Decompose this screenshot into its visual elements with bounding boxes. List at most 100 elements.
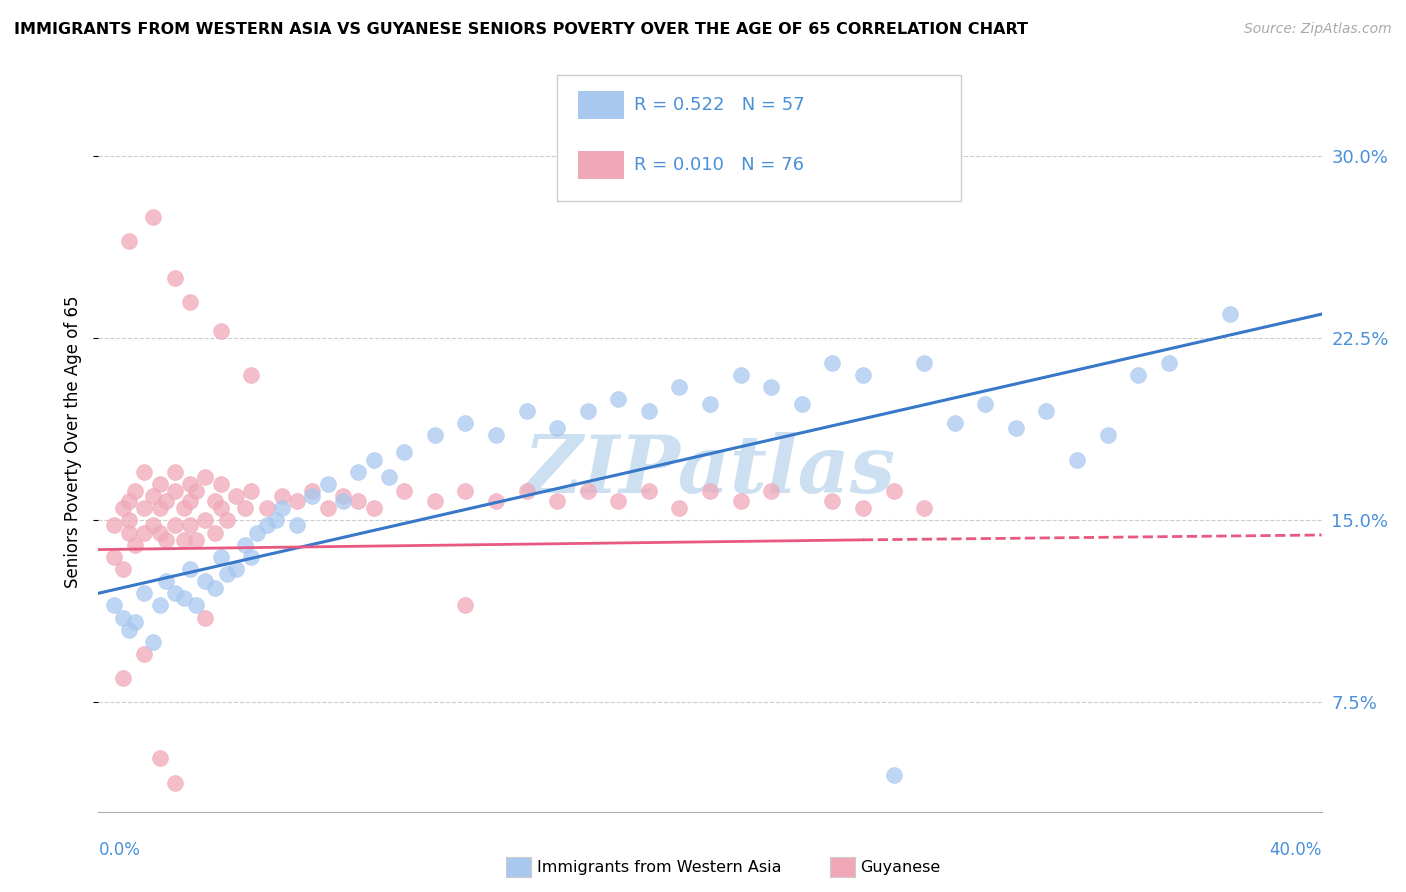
Point <box>759 380 782 394</box>
Point <box>233 538 256 552</box>
Point <box>285 518 308 533</box>
Point <box>111 610 134 624</box>
Point <box>194 469 217 483</box>
Point <box>821 356 844 370</box>
Point <box>668 380 690 394</box>
Point <box>163 586 186 600</box>
Point <box>264 513 287 527</box>
Point <box>637 484 661 499</box>
Point <box>118 494 141 508</box>
FancyBboxPatch shape <box>557 75 960 201</box>
Y-axis label: Seniors Poverty Over the Age of 65: Seniors Poverty Over the Age of 65 <box>65 295 83 588</box>
Point <box>883 768 905 782</box>
Point <box>1097 428 1119 442</box>
Point <box>546 494 568 508</box>
Point <box>149 751 172 765</box>
Point <box>974 397 997 411</box>
Point <box>759 484 782 499</box>
Point <box>149 599 172 613</box>
Point <box>301 484 323 499</box>
Point <box>204 494 226 508</box>
Point <box>1157 356 1180 370</box>
Point <box>179 518 201 533</box>
Point <box>111 562 134 576</box>
Point <box>576 404 599 418</box>
Point <box>1004 421 1026 435</box>
Point <box>546 421 568 435</box>
Text: 0.0%: 0.0% <box>98 841 141 859</box>
Point <box>485 428 508 442</box>
Point <box>378 469 401 483</box>
Point <box>454 417 477 431</box>
Point <box>347 465 370 479</box>
Point <box>209 477 232 491</box>
Point <box>256 518 278 533</box>
Point <box>285 494 308 508</box>
Point <box>173 591 195 606</box>
Point <box>912 501 935 516</box>
Point <box>225 562 247 576</box>
Point <box>912 356 935 370</box>
Point <box>134 586 156 600</box>
Text: R = 0.522   N = 57: R = 0.522 N = 57 <box>634 96 806 114</box>
Point <box>111 501 134 516</box>
Point <box>186 599 208 613</box>
Point <box>363 501 385 516</box>
Point <box>668 501 690 516</box>
Point <box>1066 452 1088 467</box>
Point <box>316 501 339 516</box>
Point <box>215 566 238 581</box>
Point <box>163 518 186 533</box>
Point <box>790 397 813 411</box>
Point <box>209 549 232 564</box>
Point <box>454 599 477 613</box>
Point <box>163 270 186 285</box>
Point <box>852 368 875 382</box>
Point <box>392 484 416 499</box>
Point <box>204 525 226 540</box>
Point <box>240 484 263 499</box>
Point <box>118 525 141 540</box>
Point <box>1035 404 1057 418</box>
Point <box>163 775 186 789</box>
Point <box>142 210 165 224</box>
Point <box>194 610 217 624</box>
Point <box>142 518 165 533</box>
Point <box>233 501 256 516</box>
Point <box>301 489 323 503</box>
Point <box>149 525 172 540</box>
Point <box>149 477 172 491</box>
Point <box>124 484 146 499</box>
Point <box>607 494 630 508</box>
Text: ZIPatlas: ZIPatlas <box>524 433 896 510</box>
Point <box>179 562 201 576</box>
Point <box>173 533 195 547</box>
Point <box>186 484 208 499</box>
Point <box>134 525 156 540</box>
Point <box>134 501 156 516</box>
Text: R = 0.010   N = 76: R = 0.010 N = 76 <box>634 155 804 174</box>
Point <box>392 445 416 459</box>
Point <box>118 513 141 527</box>
Point <box>186 533 208 547</box>
Point <box>134 647 156 661</box>
Text: Immigrants from Western Asia: Immigrants from Western Asia <box>537 860 782 874</box>
Text: Guyanese: Guyanese <box>860 860 941 874</box>
Point <box>637 404 661 418</box>
Point <box>209 324 232 338</box>
Point <box>332 489 354 503</box>
Point <box>485 494 508 508</box>
Point <box>155 533 177 547</box>
Point <box>730 494 752 508</box>
Point <box>821 494 844 508</box>
Text: 40.0%: 40.0% <box>1270 841 1322 859</box>
Point <box>852 501 875 516</box>
Point <box>883 484 905 499</box>
Point <box>209 501 232 516</box>
Point <box>155 574 177 588</box>
Point <box>118 623 141 637</box>
Point <box>607 392 630 406</box>
Point <box>316 477 339 491</box>
Point <box>270 489 292 503</box>
Text: IMMIGRANTS FROM WESTERN ASIA VS GUYANESE SENIORS POVERTY OVER THE AGE OF 65 CORR: IMMIGRANTS FROM WESTERN ASIA VS GUYANESE… <box>14 22 1028 37</box>
